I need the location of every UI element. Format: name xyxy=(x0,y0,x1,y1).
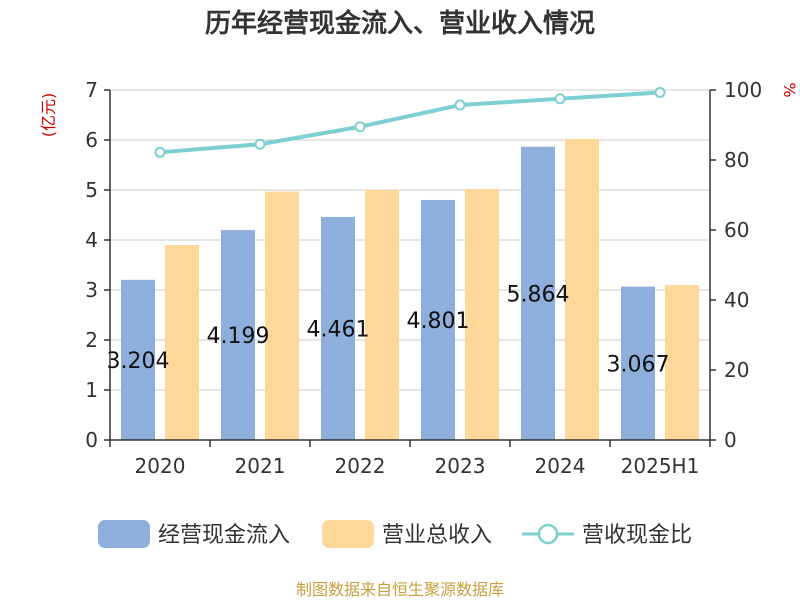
data-label-cash-inflow: 4.199 xyxy=(207,324,270,349)
ratio-point xyxy=(654,86,666,98)
right-tick-label: 80 xyxy=(724,148,749,172)
legend-marker xyxy=(537,523,559,545)
data-label-cash-inflow: 3.067 xyxy=(607,352,670,377)
ratio-point xyxy=(454,99,466,111)
gridlines xyxy=(110,89,710,441)
x-tick-label: 2020 xyxy=(135,454,186,478)
right-tick-label: 60 xyxy=(724,218,749,242)
bar-revenue xyxy=(465,189,499,440)
bar-cash-inflow xyxy=(421,199,455,440)
left-tick-label: 5 xyxy=(85,178,98,202)
bar-cash-inflow xyxy=(521,146,555,441)
data-label-cash-inflow: 3.204 xyxy=(107,349,170,374)
left-tick-label: 3 xyxy=(85,278,98,302)
bar-cash-inflow xyxy=(221,230,255,440)
source-note: 制图数据来自恒生聚源数据库 xyxy=(296,580,504,599)
bar-revenue xyxy=(365,190,399,440)
left-tick-label: 0 xyxy=(85,428,98,452)
data-label-cash-inflow: 5.864 xyxy=(507,282,570,307)
legend-label: 经营现金流入 xyxy=(158,523,290,548)
legend-label: 营业总收入 xyxy=(382,523,492,548)
data-label-cash-inflow: 4.801 xyxy=(407,309,470,334)
left-tick-label: 4 xyxy=(85,228,98,252)
right-axis-unit: % xyxy=(780,82,799,97)
data-label-cash-inflow: 4.461 xyxy=(307,317,370,342)
ratio-point xyxy=(154,146,166,158)
legend-swatch xyxy=(98,520,150,548)
legend-label: 营收现金比 xyxy=(582,523,692,548)
bars xyxy=(121,139,699,441)
axes: 0 1 2 3 4 5 6 7 0 20 40 60 80 100 2020 2021 2022 2023 2024… xyxy=(85,78,762,478)
bar-cash-inflow xyxy=(121,279,155,440)
bar-revenue xyxy=(665,285,699,440)
ratio-line-path xyxy=(159,90,661,155)
legend-swatch xyxy=(322,520,374,548)
left-tick-label: 6 xyxy=(85,128,98,152)
bar-cash-inflow xyxy=(321,216,355,440)
right-tick-label: 100 xyxy=(724,78,762,102)
bar-revenue xyxy=(265,191,299,440)
x-tick-label: 2024 xyxy=(535,454,586,478)
chart-title: 历年经营现金流入、营业收入情况 xyxy=(205,8,595,39)
data-labels: 3.204 4.199 4.461 4.801 5.864 3.067 xyxy=(107,282,670,377)
x-tick-label: 2023 xyxy=(435,454,486,478)
ratio-point xyxy=(554,93,566,105)
x-tick-label: 2021 xyxy=(235,454,286,478)
legend: 经营现金流入 营业总收入 营收现金比 xyxy=(98,520,692,548)
bar-revenue xyxy=(165,245,199,440)
ratio-point xyxy=(254,138,266,150)
left-tick-label: 7 xyxy=(85,78,98,102)
right-tick-label: 40 xyxy=(724,288,749,312)
x-tick-label: 2025H1 xyxy=(621,454,700,478)
left-axis-unit: (亿元) xyxy=(39,93,58,138)
right-tick-label: 20 xyxy=(724,358,749,382)
left-tick-label: 2 xyxy=(85,328,98,352)
bar-revenue xyxy=(565,139,599,440)
ratio-point xyxy=(354,121,366,133)
ratio-line xyxy=(154,86,666,158)
right-tick-label: 0 xyxy=(724,428,737,452)
bar-cash-inflow xyxy=(621,286,655,440)
x-tick-label: 2022 xyxy=(335,454,386,478)
left-tick-label: 1 xyxy=(85,378,98,402)
